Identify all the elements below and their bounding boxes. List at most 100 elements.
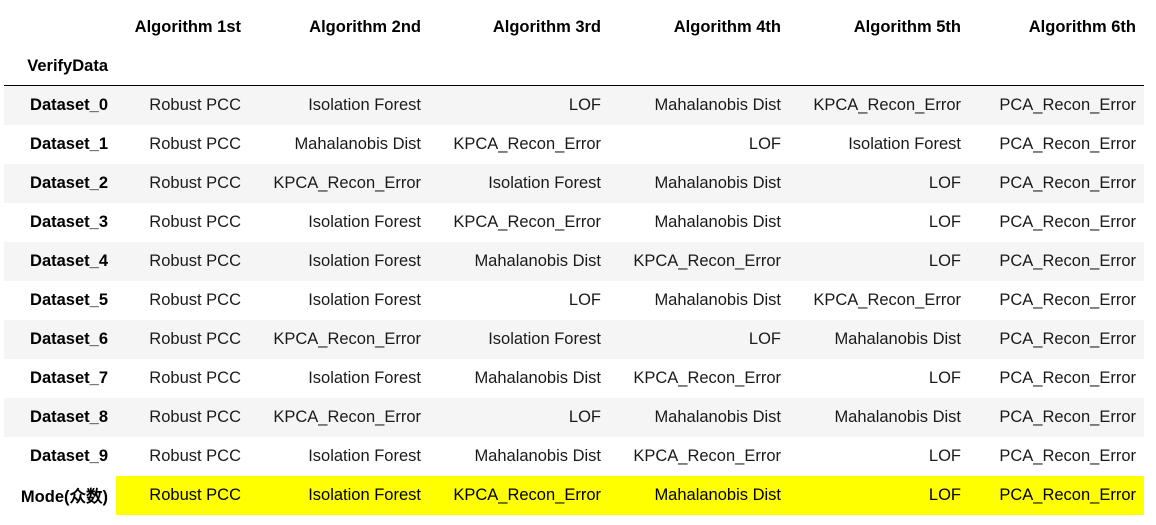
table-cell: Robust PCC xyxy=(149,134,241,153)
table-cell: PCA_Recon_Error xyxy=(999,407,1136,426)
table-cell: Mahalanobis Dist xyxy=(834,407,961,426)
table-cell: Isolation Forest xyxy=(308,446,421,465)
row-index: Dataset_2 xyxy=(30,173,108,192)
row-index: Dataset_3 xyxy=(30,212,108,231)
table-cell: PCA_Recon_Error xyxy=(999,290,1136,309)
mode-cell: Mahalanobis Dist xyxy=(609,475,789,515)
column-header: Algorithm 1st xyxy=(134,17,241,36)
table-row: Dataset_2 Robust PCC KPCA_Recon_Error Is… xyxy=(4,163,1144,203)
column-header: Algorithm 6th xyxy=(1028,17,1136,36)
table-cell: Isolation Forest xyxy=(488,329,601,348)
table-cell: Isolation Forest xyxy=(308,251,421,270)
table-cell: KPCA_Recon_Error xyxy=(813,95,961,114)
table-row: Dataset_1 Robust PCC Mahalanobis Dist KP… xyxy=(4,124,1144,164)
row-index: Dataset_7 xyxy=(30,368,108,387)
table-cell: PCA_Recon_Error xyxy=(999,251,1136,270)
row-index: Dataset_5 xyxy=(30,290,108,309)
row-index: Dataset_4 xyxy=(30,251,108,270)
row-index: Dataset_9 xyxy=(30,446,108,465)
table-cell: Mahalanobis Dist xyxy=(294,134,421,153)
table-cell: KPCA_Recon_Error xyxy=(273,407,421,426)
table-cell: LOF xyxy=(928,446,961,465)
table-cell: LOF xyxy=(748,329,781,348)
table-cell: PCA_Recon_Error xyxy=(999,95,1136,114)
index-name: VerifyData xyxy=(4,47,116,86)
column-header: Algorithm 3rd xyxy=(492,17,601,36)
mode-cell: LOF xyxy=(789,475,969,515)
table-cell: Mahalanobis Dist xyxy=(474,446,601,465)
table-cell: Robust PCC xyxy=(149,173,241,192)
table-cell: Mahalanobis Dist xyxy=(654,95,781,114)
table-cell: LOF xyxy=(568,407,601,426)
table-cell: KPCA_Recon_Error xyxy=(633,251,781,270)
table-cell: Isolation Forest xyxy=(308,290,421,309)
table-cell: LOF xyxy=(748,134,781,153)
mode-cell: Robust PCC xyxy=(116,475,249,515)
table-cell: LOF xyxy=(568,95,601,114)
table-cell: Robust PCC xyxy=(149,290,241,309)
table-cell: LOF xyxy=(928,173,961,192)
row-index: Dataset_8 xyxy=(30,407,108,426)
table-cell: Isolation Forest xyxy=(308,95,421,114)
row-index: Dataset_1 xyxy=(30,134,108,153)
table-row: Dataset_5 Robust PCC Isolation Forest LO… xyxy=(4,280,1144,320)
table-cell: PCA_Recon_Error xyxy=(999,212,1136,231)
column-header: Algorithm 5th xyxy=(853,17,961,36)
table-row: Dataset_8 Robust PCC KPCA_Recon_Error LO… xyxy=(4,397,1144,437)
table-cell: Mahalanobis Dist xyxy=(474,251,601,270)
table-cell: Robust PCC xyxy=(149,95,241,114)
table-cell: PCA_Recon_Error xyxy=(999,329,1136,348)
table-cell: KPCA_Recon_Error xyxy=(813,290,961,309)
column-header-row: Algorithm 1st Algorithm 2nd Algorithm 3r… xyxy=(4,7,1144,47)
table-body: Dataset_0 Robust PCC Isolation Forest LO… xyxy=(4,85,1144,515)
table-row: Dataset_0 Robust PCC Isolation Forest LO… xyxy=(4,85,1144,125)
table-cell: Isolation Forest xyxy=(308,368,421,387)
table-cell: Isolation Forest xyxy=(848,134,961,153)
table-cell: KPCA_Recon_Error xyxy=(453,134,601,153)
table-cell: KPCA_Recon_Error xyxy=(633,368,781,387)
table-cell: PCA_Recon_Error xyxy=(999,173,1136,192)
column-header: Algorithm 4th xyxy=(673,17,781,36)
column-header: Algorithm 2nd xyxy=(309,17,421,36)
mode-cell: KPCA_Recon_Error xyxy=(429,475,609,515)
table-row: Dataset_6 Robust PCC KPCA_Recon_Error Is… xyxy=(4,319,1144,359)
table-cell: Mahalanobis Dist xyxy=(654,290,781,309)
table-cell: Robust PCC xyxy=(149,446,241,465)
table-cell: LOF xyxy=(928,368,961,387)
mode-table: Algorithm 1st Algorithm 2nd Algorithm 3r… xyxy=(4,7,1144,515)
table-cell: LOF xyxy=(568,290,601,309)
table-cell: Robust PCC xyxy=(149,212,241,231)
table-cell: Mahalanobis Dist xyxy=(654,212,781,231)
table-cell: Robust PCC xyxy=(149,368,241,387)
mode-cell: Isolation Forest xyxy=(249,475,429,515)
table-cell: KPCA_Recon_Error xyxy=(273,173,421,192)
table-cell: Robust PCC xyxy=(149,407,241,426)
table-cell: Mahalanobis Dist xyxy=(834,329,961,348)
mode-cell: PCA_Recon_Error xyxy=(969,475,1144,515)
table-cell: Isolation Forest xyxy=(488,173,601,192)
table-cell: KPCA_Recon_Error xyxy=(273,329,421,348)
row-index: Dataset_6 xyxy=(30,329,108,348)
table-cell: PCA_Recon_Error xyxy=(999,134,1136,153)
table-cell: Mahalanobis Dist xyxy=(654,407,781,426)
table-cell: Robust PCC xyxy=(149,251,241,270)
table-cell: Robust PCC xyxy=(149,329,241,348)
table-row: Dataset_9 Robust PCC Isolation Forest Ma… xyxy=(4,436,1144,476)
table-cell: KPCA_Recon_Error xyxy=(633,446,781,465)
table-cell: PCA_Recon_Error xyxy=(999,368,1136,387)
table-header: Algorithm 1st Algorithm 2nd Algorithm 3r… xyxy=(4,7,1144,86)
table-cell: Isolation Forest xyxy=(308,212,421,231)
table-cell: Mahalanobis Dist xyxy=(654,173,781,192)
table-cell: KPCA_Recon_Error xyxy=(453,212,601,231)
table-row: Dataset_4 Robust PCC Isolation Forest Ma… xyxy=(4,241,1144,281)
index-name-row: VerifyData xyxy=(4,47,1144,86)
table-cell: Mahalanobis Dist xyxy=(474,368,601,387)
table-cell: LOF xyxy=(928,251,961,270)
table-row: Dataset_3 Robust PCC Isolation Forest KP… xyxy=(4,202,1144,242)
table-cell: PCA_Recon_Error xyxy=(999,446,1136,465)
corner-cell xyxy=(4,7,116,47)
mode-row: Mode(众数) Robust PCC Isolation Forest KPC… xyxy=(4,475,1144,515)
table-cell: LOF xyxy=(928,212,961,231)
mode-row-index: Mode(众数) xyxy=(20,488,108,506)
